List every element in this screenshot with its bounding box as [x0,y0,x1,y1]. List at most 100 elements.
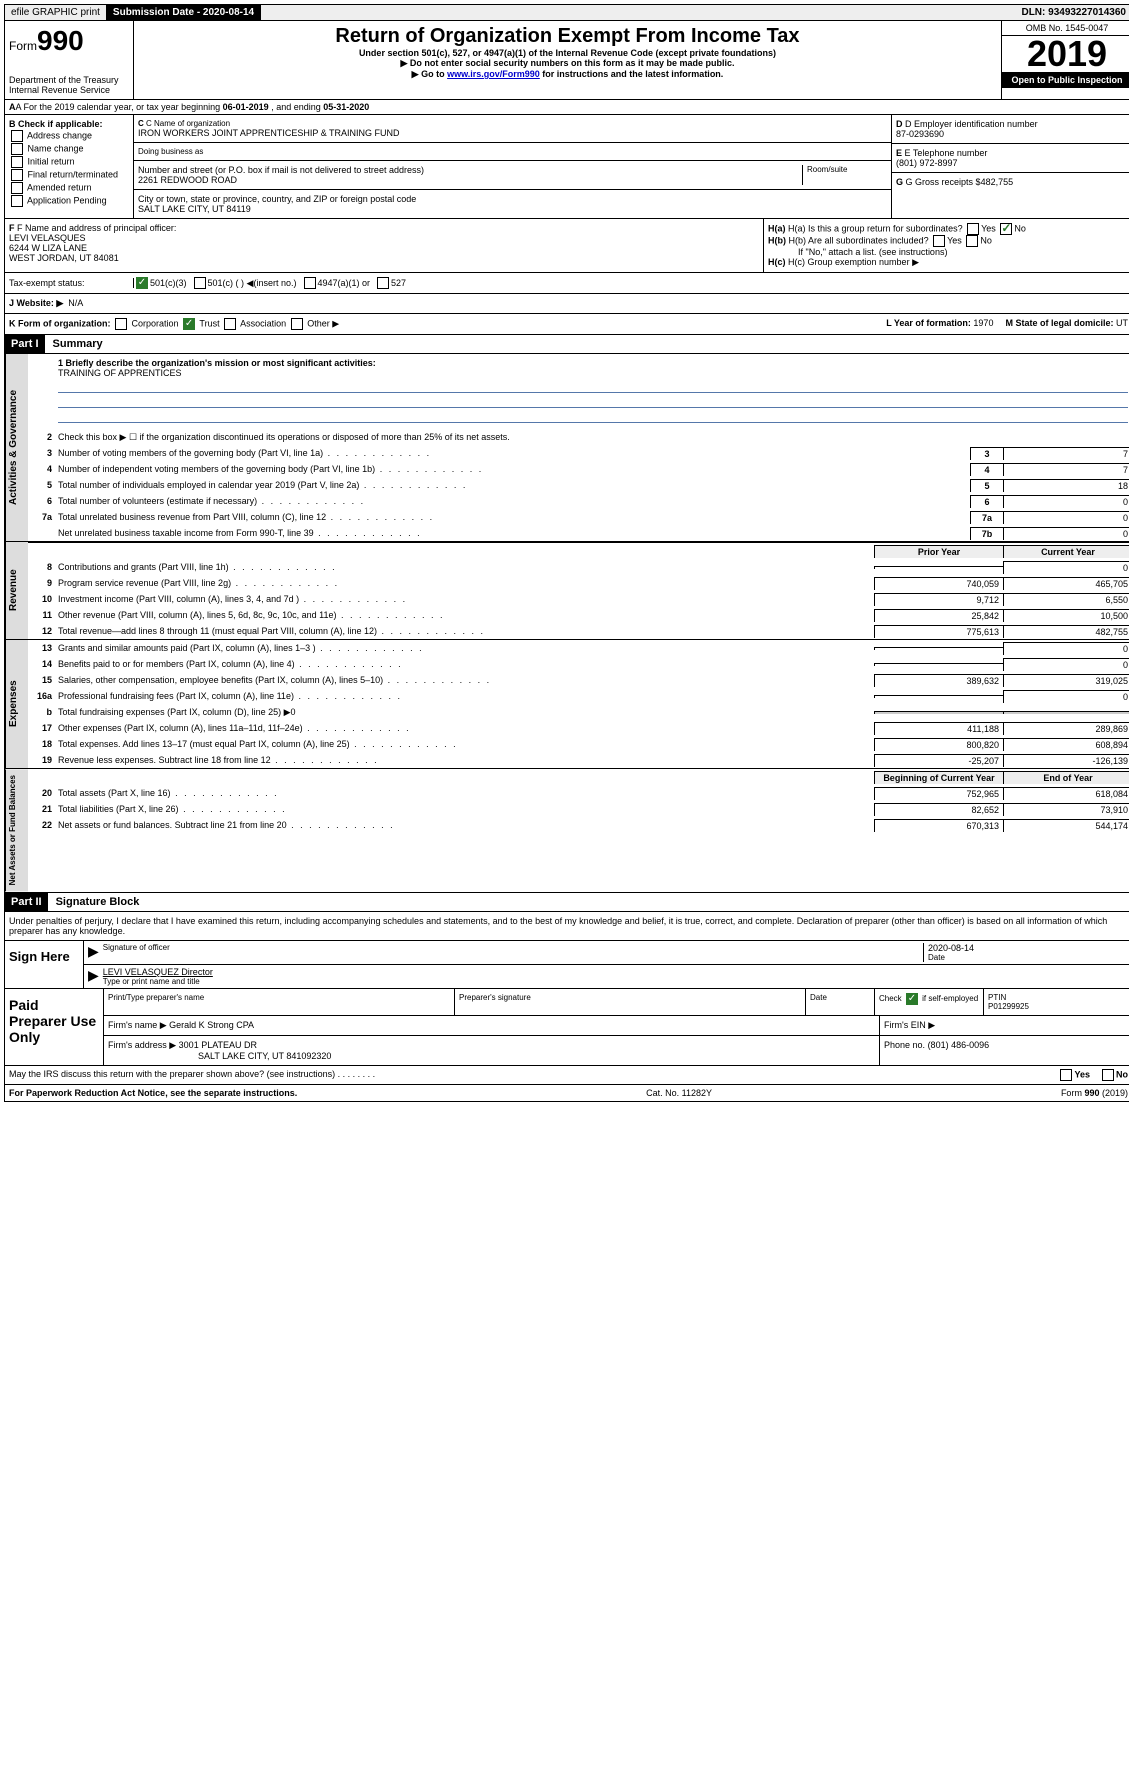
summary-line: 12Total revenue—add lines 8 through 11 (… [28,623,1129,639]
footer-mid: Cat. No. 11282Y [646,1088,712,1098]
discuss-yes-checkbox[interactable] [1060,1069,1072,1081]
summary-line: 16aProfessional fundraising fees (Part I… [28,688,1129,704]
open-public-badge: Open to Public Inspection [1002,72,1129,88]
irs-link[interactable]: www.irs.gov/Form990 [447,69,540,79]
part-2-header-row: Part II Signature Block [4,893,1129,912]
h-box: H(a) H(a) Is this a group return for sub… [764,219,1129,272]
firm-ein-cell: Firm's EIN ▶ [880,1016,1129,1035]
summary-line: 9Program service revenue (Part VIII, lin… [28,575,1129,591]
paid-preparer-label: Paid Preparer Use Only [5,989,104,1065]
website-row: J Website: ▶ N/A [4,294,1129,314]
submission-date: Submission Date - 2020-08-14 [107,5,261,20]
governance-vert-label: Activities & Governance [5,354,28,541]
preparer-name-header: Print/Type preparer's name [104,989,455,1015]
governance-section: Activities & Governance 1 Briefly descri… [4,354,1129,542]
check-501c3-icon: ✓ [136,277,148,289]
arrow-icon: ▶ [88,943,99,962]
summary-line: 8Contributions and grants (Part VIII, li… [28,559,1129,575]
revenue-section: Revenue Prior Year Current Year 8Contrib… [4,542,1129,640]
year-formation: L Year of formation: 1970 [886,318,993,330]
prior-year-header: Prior Year [874,545,1003,558]
part-1-title: Summary [45,335,1129,353]
ha-row: H(a) H(a) Is this a group return for sub… [768,223,1128,235]
principal-officer-box: F F Name and address of principal office… [5,219,764,272]
form-header: Form990 Department of the Treasury Inter… [4,21,1129,100]
sign-here-label: Sign Here [5,941,84,988]
summary-line: Net unrelated business taxable income fr… [28,525,1129,541]
self-employed-check-icon: ✓ [906,993,918,1005]
hb-note: If "No," attach a list. (see instruction… [768,247,1128,257]
chk-name-change[interactable]: Name change [9,143,129,155]
discuss-no-checkbox[interactable] [1102,1069,1114,1081]
chk-application-pending[interactable]: Application Pending [9,195,129,207]
hb-row: H(b) H(b) Are all subordinates included?… [768,235,1128,247]
part-1-header-row: Part I Summary [4,335,1129,354]
firm-phone: (801) 486-0096 [928,1040,990,1050]
form-subtitle-3: ▶ Go to www.irs.gov/Form990 for instruct… [138,69,997,80]
declaration-text: Under penalties of perjury, I declare th… [5,912,1129,940]
end-year-header: End of Year [1003,771,1129,784]
summary-line: 10Investment income (Part VIII, column (… [28,591,1129,607]
header-right: OMB No. 1545-0047 2019 Open to Public In… [1001,21,1129,99]
begin-year-header: Beginning of Current Year [874,771,1003,784]
org-name: IRON WORKERS JOINT APPRENTICESHIP & TRAI… [138,128,887,138]
ptin-cell: PTINP01299925 [984,989,1129,1015]
summary-line: 14Benefits paid to or for members (Part … [28,656,1129,672]
expenses-vert-label: Expenses [5,640,28,768]
officer-addr1: 6244 W LIZA LANE [9,243,87,253]
check-trust-icon: ✓ [183,318,195,330]
summary-line: 3Number of voting members of the governi… [28,445,1129,461]
gross-receipts-box: G G Gross receipts $482,755 [892,173,1129,191]
dept-label: Department of the Treasury Internal Reve… [9,75,129,95]
chk-final-return[interactable]: Final return/terminated [9,169,129,181]
officer-name: LEVI VELASQUES [9,233,86,243]
col-b-right: D D Employer identification number 87-02… [891,115,1129,218]
city-box: City or town, state or province, country… [134,190,891,218]
preparer-check-cell: Check ✓ if self-employed [875,989,984,1015]
header-left: Form990 Department of the Treasury Inter… [5,21,134,99]
officer-print-name: LEVI VELASQUEZ Director [103,967,1128,977]
current-year-header: Current Year [1003,545,1129,558]
ein-value: 87-0293690 [896,129,944,139]
section-b: B Check if applicable: Address change Na… [4,115,1129,219]
revenue-vert-label: Revenue [5,542,28,639]
dba-box: Doing business as [134,143,891,161]
col-b-center: C C Name of organization IRON WORKERS JO… [134,115,891,218]
section-fh: F F Name and address of principal office… [4,219,1129,273]
paid-preparer-section: Paid Preparer Use Only Print/Type prepar… [5,988,1129,1065]
org-name-box: C C Name of organization IRON WORKERS JO… [134,115,891,143]
form-title: Return of Organization Exempt From Incom… [138,25,997,48]
firm-addr-cell: Firm's address ▶ 3001 PLATEAU DR SALT LA… [104,1036,880,1065]
chk-amended-return[interactable]: Amended return [9,182,129,194]
form-subtitle-2: ▶ Do not enter social security numbers o… [138,58,997,69]
summary-line: 22Net assets or fund balances. Subtract … [28,817,1129,833]
summary-line: 15Salaries, other compensation, employee… [28,672,1129,688]
chk-initial-return[interactable]: Initial return [9,156,129,168]
ein-box: D D Employer identification number 87-02… [892,115,1129,144]
summary-line: 4Number of independent voting members of… [28,461,1129,477]
summary-line: 21Total liabilities (Part X, line 26)82,… [28,801,1129,817]
summary-line: bTotal fundraising expenses (Part IX, co… [28,704,1129,720]
summary-line: 19Revenue less expenses. Subtract line 1… [28,752,1129,768]
netassets-vert-label: Net Assets or Fund Balances [5,769,28,891]
discuss-row: May the IRS discuss this return with the… [5,1065,1129,1084]
ptin-value: P01299925 [988,1002,1029,1011]
preparer-sig-header: Preparer's signature [455,989,806,1015]
gross-receipts: 482,755 [981,177,1014,187]
state-domicile: M State of legal domicile: UT [1005,318,1128,330]
arrow-icon: ▶ [88,967,99,986]
col-b-checkboxes: B Check if applicable: Address change Na… [5,115,134,218]
page-footer: For Paperwork Reduction Act Notice, see … [4,1085,1129,1102]
firm-phone-cell: Phone no. (801) 486-0096 [880,1036,1129,1065]
firm-name-cell: Firm's name ▶ Gerald K Strong CPA [104,1016,880,1035]
summary-line: 2Check this box ▶ ☐ if the organization … [28,429,1129,445]
sign-here-row: Sign Here ▶ Signature of officer 2020-08… [5,940,1129,988]
summary-line: 17Other expenses (Part IX, column (A), l… [28,720,1129,736]
hc-row: H(c) H(c) Group exemption number ▶ [768,257,1128,268]
efile-label[interactable]: efile GRAPHIC print [5,5,107,20]
city-state-zip: SALT LAKE CITY, UT 84119 [138,204,887,214]
chk-address-change[interactable]: Address change [9,130,129,142]
summary-line: 13Grants and similar amounts paid (Part … [28,640,1129,656]
firm-name: Gerald K Strong CPA [169,1020,254,1030]
firm-addr1: 3001 PLATEAU DR [179,1040,257,1050]
